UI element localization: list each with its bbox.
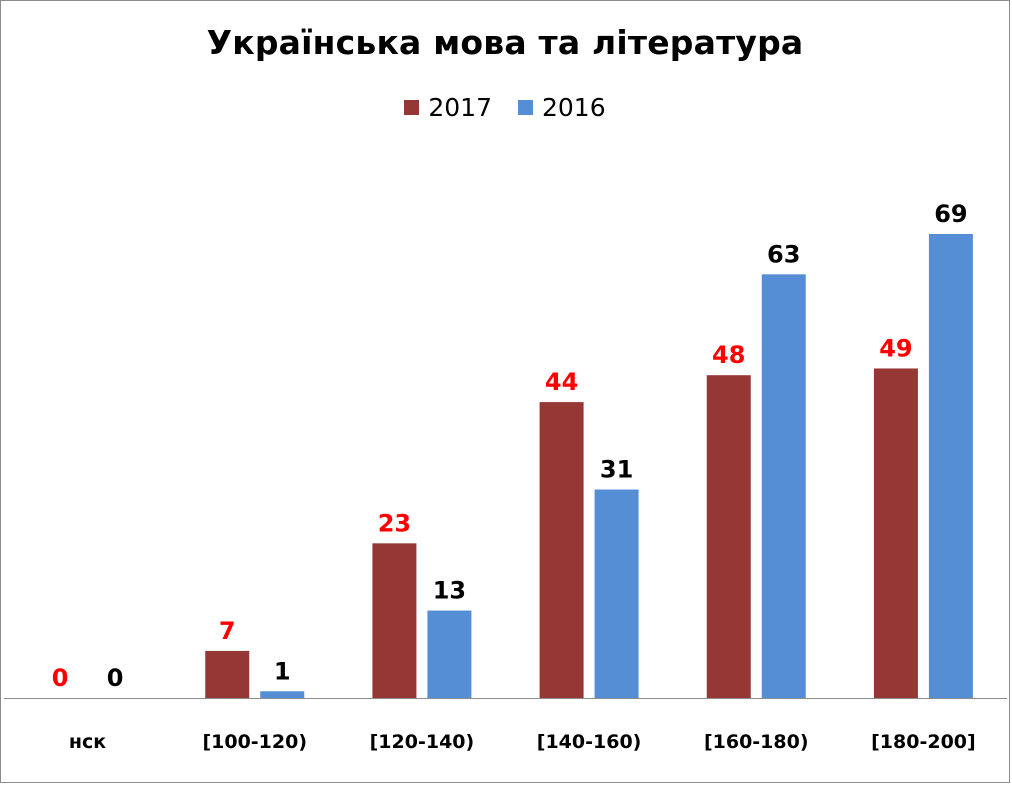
data-label-2016-3: 31 — [600, 456, 633, 484]
data-label-2017-1: 7 — [219, 617, 236, 645]
data-label-2016-1: 1 — [274, 657, 291, 685]
x-tick-label-5: [180-200] — [871, 731, 976, 753]
data-label-2016-2: 13 — [433, 577, 466, 605]
bar-2017-3 — [539, 402, 584, 698]
data-label-2017-0: 0 — [52, 664, 69, 692]
legend-swatch-2017 — [404, 100, 420, 115]
bar-2016-4 — [761, 274, 806, 698]
bar-2016-5 — [928, 233, 973, 698]
data-label-2017-2: 23 — [378, 509, 411, 537]
x-tick-label-3: [140-160) — [537, 731, 642, 753]
legend-item-2016: 2016 — [518, 93, 606, 122]
legend-label-2016: 2016 — [542, 93, 606, 122]
bar-2017-2 — [372, 543, 417, 698]
data-label-2017-4: 48 — [712, 341, 745, 369]
data-label-2016-4: 63 — [767, 240, 800, 268]
x-tick-label-4: [160-180) — [704, 731, 809, 753]
legend-label-2017: 2017 — [428, 93, 492, 122]
legend-item-2017: 2017 — [404, 93, 492, 122]
data-label-2017-5: 49 — [879, 334, 912, 362]
data-label-2017-3: 44 — [545, 368, 578, 396]
legend: 2017 2016 — [1, 93, 1009, 122]
data-label-2016-5: 69 — [934, 200, 967, 228]
bar-2017-1 — [205, 650, 250, 698]
bar-2016-3 — [594, 489, 639, 698]
bar-2017-4 — [706, 375, 751, 698]
legend-swatch-2016 — [518, 100, 533, 115]
bar-2017-5 — [873, 368, 918, 698]
bar-2016-1 — [260, 691, 305, 698]
bar-2016-2 — [427, 610, 472, 698]
x-tick-label-1: [100-120) — [202, 731, 307, 753]
x-tick-label-2: [120-140) — [370, 731, 475, 753]
data-label-2016-0: 0 — [107, 664, 124, 692]
x-tick-label-0: нск — [69, 731, 106, 753]
chart-title: Українська мова та література — [206, 23, 804, 62]
